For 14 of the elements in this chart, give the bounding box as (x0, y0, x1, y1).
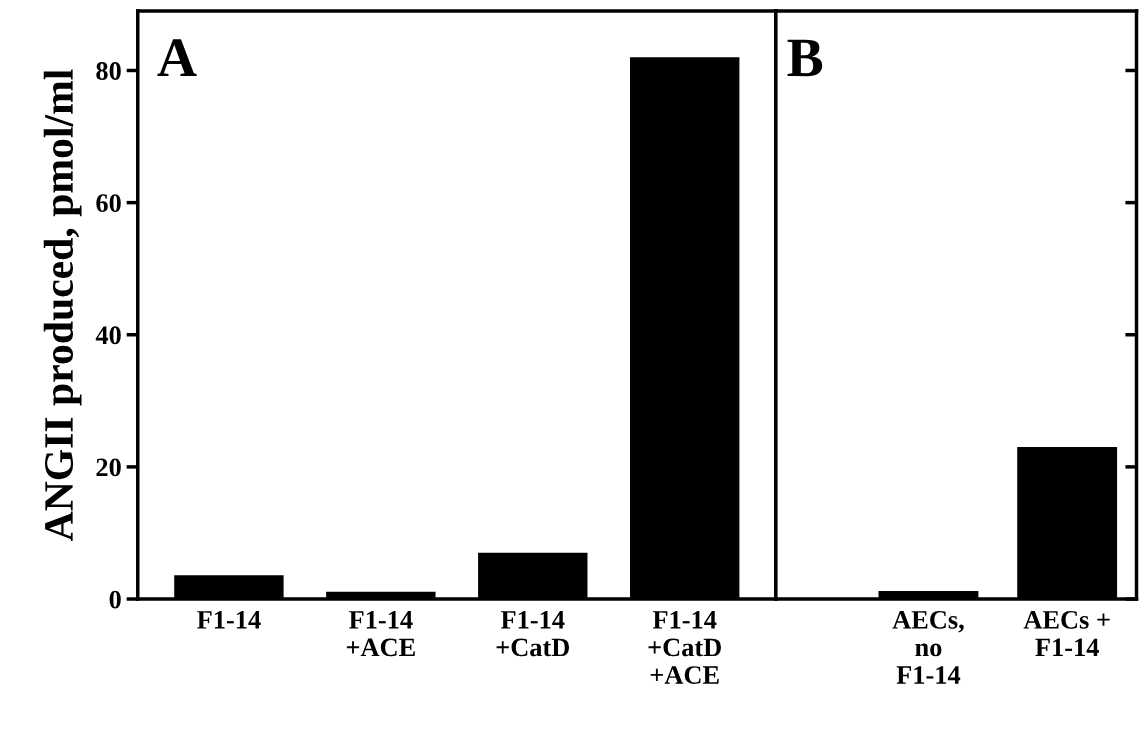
y-tick-label: 40 (95, 326, 121, 345)
x-tick-label: F1-14 +ACE (346, 611, 415, 657)
y-axis-title: ANGII produced, pmol/ml (43, 69, 82, 541)
annotation: B (787, 39, 823, 77)
x-tick-label: F1-14 +CatD (496, 611, 570, 657)
y-tick-label: 80 (96, 62, 121, 80)
annotation: A (157, 39, 197, 77)
x-tick-label: F1-14 (197, 611, 261, 629)
y-tick-label: 0 (109, 590, 121, 609)
y-tick-label: 60 (96, 194, 121, 213)
x-tick-label: AECs, no F1-14 (892, 610, 964, 684)
x-tick-label: F1-14 +CatD +ACE (648, 611, 721, 684)
y-tick-label: 20 (96, 458, 121, 477)
x-tick-label: AECs + F1-14 (1023, 610, 1110, 657)
